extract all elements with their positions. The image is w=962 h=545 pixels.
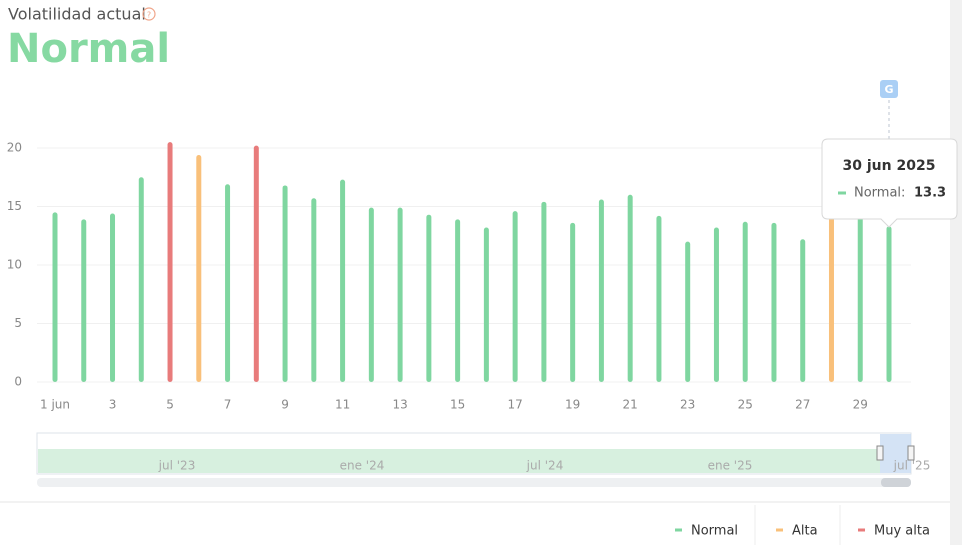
x-tick-label: 13 [392, 398, 407, 412]
bar [340, 179, 346, 382]
page-scrollbar [950, 0, 962, 545]
bar [426, 214, 432, 382]
bar [685, 241, 691, 382]
x-tick-label: 21 [623, 398, 638, 412]
x-tick-label: 7 [224, 398, 232, 412]
bar [397, 207, 403, 382]
navigator-label: jul '25 [893, 459, 931, 473]
bar [598, 199, 604, 382]
header-title: Volatilidad actual [8, 5, 146, 24]
x-tick-label: 25 [738, 398, 753, 412]
navigator-selection[interactable] [880, 434, 911, 473]
x-tick-label: 29 [853, 398, 868, 412]
tooltip-title: 30 jun 2025 [843, 158, 936, 174]
x-tick-label: 15 [450, 398, 465, 412]
navigator-label: jul '23 [158, 459, 196, 473]
x-tick-label: 11 [335, 398, 350, 412]
tooltip-box [821, 138, 958, 228]
y-tick-label: 0 [14, 375, 22, 389]
navigator-handle[interactable] [907, 445, 915, 461]
bar [627, 194, 633, 382]
bar [656, 215, 662, 382]
bar [483, 227, 489, 382]
y-tick-label: 20 [7, 141, 22, 155]
tooltip: 30 jun 2025 Normal: 13.3 [821, 138, 958, 228]
bar [81, 219, 87, 382]
help-icon[interactable] [142, 7, 156, 21]
bar [167, 142, 173, 382]
legend-label: Normal [691, 524, 738, 539]
bar [800, 239, 806, 382]
bar [886, 226, 892, 382]
marker-label: G [884, 83, 893, 96]
scrollbar-thumb[interactable] [881, 478, 911, 487]
bar [110, 213, 116, 382]
bar [253, 145, 259, 382]
bar [771, 222, 777, 382]
header-status: Normal [7, 26, 170, 72]
x-tick-label: 5 [166, 398, 174, 412]
x-tick-label: 23 [680, 398, 695, 412]
y-tick-label: 10 [7, 258, 22, 272]
bar [570, 222, 576, 382]
x-tick-label: 3 [109, 398, 117, 412]
tooltip-value: 13.3 [914, 186, 946, 201]
navigator-label: ene '24 [340, 459, 385, 473]
x-tick-label: 19 [565, 398, 580, 412]
bar [282, 185, 288, 382]
help-icon-glyph: ? [147, 11, 151, 20]
navigator-handle[interactable] [876, 445, 884, 461]
bar [138, 177, 144, 382]
bar [828, 212, 834, 382]
x-tick-label: 9 [281, 398, 289, 412]
legend-label: Alta [792, 524, 818, 539]
navigator-label: jul '24 [526, 459, 564, 473]
bar [857, 206, 863, 382]
bar [52, 212, 58, 382]
y-tick-label: 5 [14, 316, 22, 330]
navigator-series [38, 449, 880, 473]
marker-icon [880, 80, 898, 98]
bar [742, 221, 748, 382]
navigator-labels: jul '23 ene '24 jul '24 ene '25 jul '25 [158, 459, 931, 473]
navigator-label: ene '25 [708, 459, 753, 473]
bar [455, 219, 461, 382]
x-tick-label: 27 [795, 398, 810, 412]
scrollbar-track [37, 478, 911, 487]
bar [368, 207, 374, 382]
legend-label: Muy alta [874, 524, 930, 539]
y-tick-label: 15 [7, 199, 22, 213]
bar [713, 227, 719, 382]
legend: Normal Alta Muy alta [675, 524, 930, 539]
bar [512, 211, 518, 382]
bar [311, 198, 317, 382]
bar [541, 201, 547, 382]
bar [225, 184, 231, 382]
plot: 0 5 10 15 20 1 jun 3 5 7 9 11 13 15 17 19 21 23 25 27 29 G 30… [7, 80, 958, 412]
tooltip-label: Normal: [854, 186, 905, 201]
x-tick-label: 1 jun [40, 398, 70, 412]
bar [196, 155, 202, 382]
x-tick-label: 17 [507, 398, 522, 412]
